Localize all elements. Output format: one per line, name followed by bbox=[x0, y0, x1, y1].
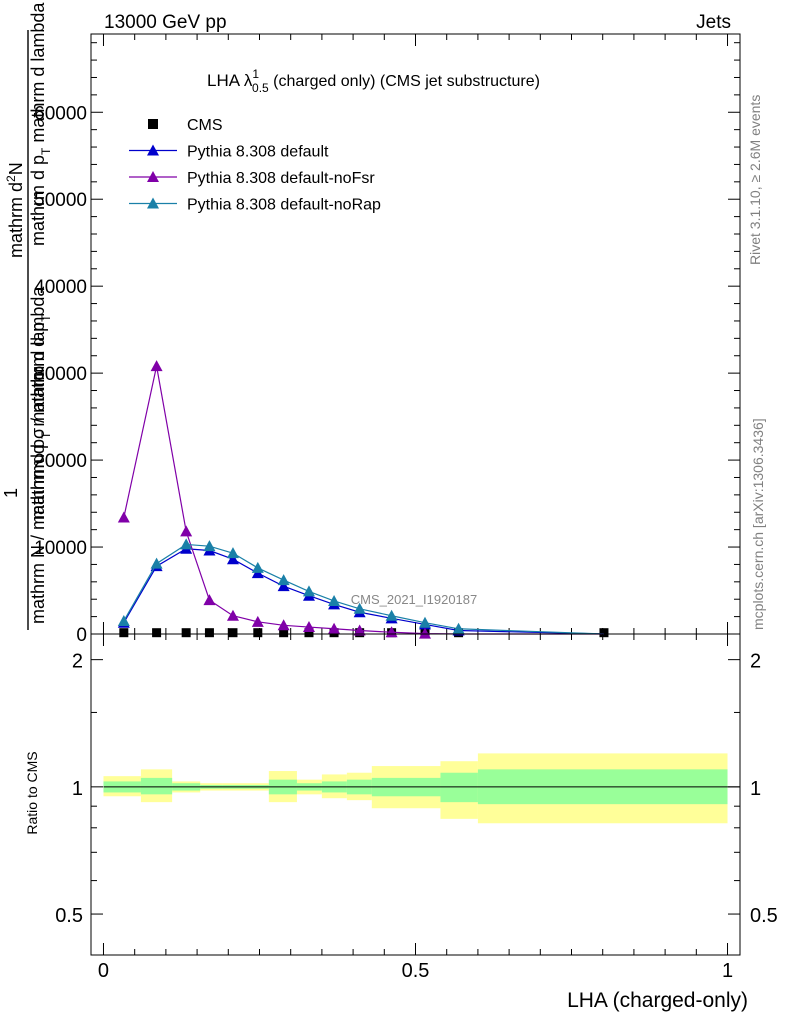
legend-marker bbox=[147, 197, 159, 209]
x-tick-label: 0.5 bbox=[402, 960, 430, 982]
series-point bbox=[277, 619, 290, 631]
legend-marker bbox=[147, 171, 159, 182]
cms-point bbox=[181, 628, 191, 638]
x-tick-label: 0 bbox=[98, 960, 109, 982]
series-point bbox=[302, 621, 315, 633]
cms-point bbox=[204, 628, 214, 638]
x-tick-labels: 0 0.5 1 bbox=[98, 960, 733, 982]
cms-point bbox=[228, 628, 238, 638]
series-point bbox=[353, 602, 366, 614]
ylabel-numerator: mathrm d2N bbox=[4, 162, 26, 258]
rivet-label: Rivet 3.1.10, ≥ 2.6M events bbox=[747, 95, 763, 265]
ylabel-overlap-1: mathrm d pT mathrm d lambda bbox=[28, 2, 53, 246]
series-point bbox=[418, 616, 431, 628]
ratio-panel: 0.5 0.5 1 1 2 2 bbox=[55, 633, 778, 956]
y-tick-label: 50000 bbox=[34, 190, 87, 211]
series-point bbox=[277, 580, 290, 592]
series-point bbox=[203, 594, 216, 606]
cms-point bbox=[119, 628, 129, 638]
cms-point bbox=[304, 628, 314, 638]
legend-entry: CMS bbox=[187, 117, 223, 134]
ratio-y-tick-label: 0.5 bbox=[55, 905, 83, 927]
series-point bbox=[385, 609, 398, 621]
main-panel: 0 10000 20000 30000 40000 50000 60000 bbox=[34, 33, 741, 646]
series-point bbox=[328, 622, 341, 634]
series-point bbox=[277, 574, 290, 586]
ratio-ticks: 0.5 0.5 1 1 2 2 bbox=[55, 634, 778, 955]
series-point bbox=[385, 626, 398, 638]
y-axis-label: 1 mathrm d2N mathrm d pT mathrm d lambda… bbox=[1, 2, 53, 630]
legend-entry: Pythia 8.308 default-noRap bbox=[187, 197, 381, 214]
ratio-y-tick-label: 2 bbox=[72, 651, 83, 673]
series-point bbox=[418, 627, 431, 639]
x-tick-label: 1 bbox=[722, 960, 733, 982]
cms-point bbox=[599, 628, 609, 638]
x-axis-label: LHA (charged-only) bbox=[567, 989, 748, 1012]
uncertainty-band-inner bbox=[440, 772, 478, 803]
legend-entry: Pythia 8.308 default-noFsr bbox=[187, 170, 375, 187]
uncertainty-band-inner bbox=[140, 777, 173, 795]
y-tick-label: 10000 bbox=[34, 538, 87, 559]
series-point bbox=[353, 624, 366, 636]
ratio-y-label: Ratio to CMS bbox=[24, 751, 40, 834]
ratio-y-tick-label-right: 1 bbox=[750, 778, 761, 800]
cms-point bbox=[152, 628, 162, 638]
series-point bbox=[150, 360, 163, 372]
cms-point bbox=[253, 628, 263, 638]
ratio-y-tick-label-right: 0.5 bbox=[750, 905, 778, 927]
legend: CMS Pythia 8.308 default Pythia 8.308 defa… bbox=[129, 117, 381, 214]
ratio-bands bbox=[103, 753, 740, 824]
y-tick-label: 0 bbox=[76, 625, 87, 646]
y-tick-label: 30000 bbox=[34, 364, 87, 385]
series-point bbox=[117, 511, 130, 523]
series-point bbox=[452, 622, 465, 634]
plot-title: LHA λ1 0.5 (charged only) (CMS jet substr… bbox=[207, 67, 540, 95]
watermark: CMS_2021_I1920187 bbox=[351, 592, 478, 607]
header-left: 13000 GeV pp bbox=[104, 12, 227, 33]
ylabel-denominator: mathrm N / mathrm d pT mathrm d lambda bbox=[28, 286, 53, 624]
series-point bbox=[180, 538, 193, 550]
series-point bbox=[302, 585, 315, 597]
legend-entry: Pythia 8.308 default bbox=[187, 144, 329, 161]
series-point bbox=[226, 609, 239, 621]
legend-marker bbox=[147, 144, 159, 156]
y-tick-label: 60000 bbox=[34, 103, 87, 124]
main-series bbox=[117, 360, 609, 639]
y-tick-label: 40000 bbox=[34, 277, 87, 298]
header-right: Jets bbox=[696, 12, 731, 33]
y-tick-label: 20000 bbox=[34, 451, 87, 472]
series-point bbox=[226, 547, 239, 559]
series-point bbox=[117, 614, 130, 626]
ylabel-one: 1 bbox=[1, 488, 21, 498]
series-1 bbox=[117, 542, 604, 636]
series-point bbox=[150, 557, 163, 569]
series-point bbox=[226, 553, 239, 565]
series-line bbox=[123, 366, 604, 635]
cms-point bbox=[279, 628, 289, 638]
ratio-frame bbox=[90, 633, 741, 956]
ratio-y-tick-label: 1 bbox=[72, 778, 83, 800]
legend-marker bbox=[148, 119, 158, 129]
ratio-y-tick-label-right: 2 bbox=[750, 651, 761, 673]
series-2 bbox=[117, 360, 604, 639]
series-point bbox=[328, 594, 341, 606]
series-point bbox=[180, 525, 193, 537]
series-3 bbox=[117, 538, 604, 635]
series-point bbox=[251, 561, 264, 573]
series-point bbox=[251, 615, 264, 627]
series-point bbox=[203, 540, 216, 552]
series-line bbox=[123, 543, 604, 635]
main-ticks: 0 10000 20000 30000 40000 50000 60000 bbox=[34, 34, 740, 646]
ylabel-overlap-2: mathrm d σ / mathrm d pT bbox=[28, 314, 53, 520]
mcplots-label: mcplots.cern.ch [arXiv:1306.3436] bbox=[750, 418, 766, 630]
